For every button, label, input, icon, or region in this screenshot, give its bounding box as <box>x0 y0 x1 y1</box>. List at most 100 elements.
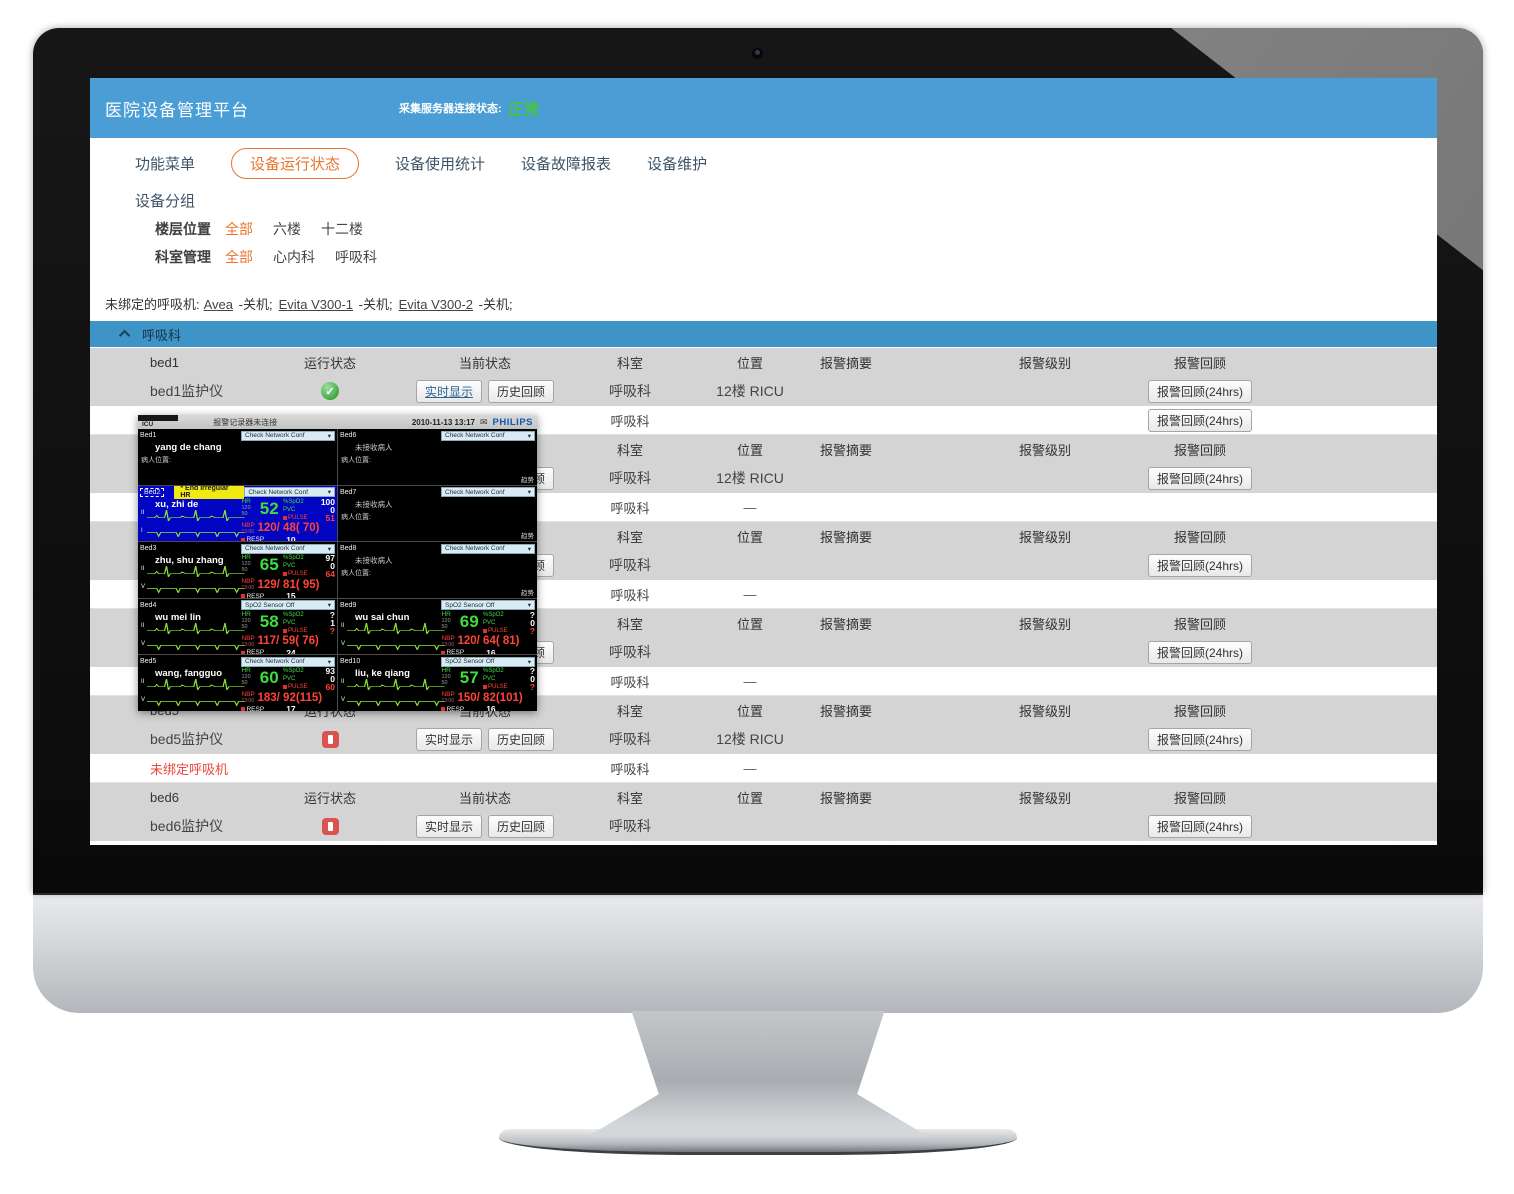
hr-low-limit: 50 <box>441 623 448 630</box>
filter-option[interactable]: 心内科 <box>273 249 315 265</box>
resp-row: RESP 16 <box>441 648 535 655</box>
lead-label: II <box>141 566 145 573</box>
column-header-pos: 位置 <box>736 703 763 719</box>
network-conf-dropdown[interactable]: Check Network Conf ▾ <box>441 487 535 498</box>
network-conf-dropdown[interactable]: SpO2 Sensor Off ▾ <box>441 656 535 667</box>
network-conf-dropdown[interactable]: Check Network Conf ▾ <box>241 656 335 667</box>
pvc-label: PVC <box>283 676 296 683</box>
resp-value: 10 <box>286 534 296 542</box>
pulse-label: PULSE <box>283 515 308 521</box>
ecg-waveform <box>147 566 245 578</box>
nbp-row: NBP 13:00 183/ 92(115) <box>241 691 335 704</box>
tile-bed-label: Bed3 <box>140 545 157 553</box>
vitals-panel: HR 120 50 58 %SpO2? PVC 1 PULSE? NBP 13:00 117/ 59… <box>241 610 335 655</box>
tab-device-fault-report[interactable]: 设备故障报表 <box>521 155 612 173</box>
lead-label: II <box>341 679 345 686</box>
hr-label-stack: HR 120 50 <box>441 611 455 635</box>
hr-row: HR 120 50 69 %SpO2? PVC 0 PULSE? <box>441 610 535 636</box>
spo2-value: 100 <box>320 496 335 507</box>
lead-label: V <box>141 584 146 591</box>
tile-bed-label: Bed5 <box>140 658 157 666</box>
monitor-stand <box>587 1011 929 1137</box>
hr-label-stack: HR 120 50 <box>241 611 255 635</box>
tab-device-usage-stats[interactable]: 设备使用统计 <box>395 155 486 173</box>
history-review-button[interactable]: 历史回顾 <box>488 379 555 403</box>
monitor-chin <box>33 893 1483 1013</box>
pulse-value: 51 <box>325 512 335 523</box>
tab-device-maintenance[interactable]: 设备维护 <box>647 155 708 173</box>
network-conf-dropdown[interactable]: Check Network Conf ▾ <box>441 430 535 441</box>
live-view-button[interactable]: 实时显示 <box>415 814 482 838</box>
filter-option[interactable]: 全部 <box>225 221 253 237</box>
ecg-waveform <box>147 701 245 707</box>
pulse-label: PULSE <box>283 628 308 634</box>
ventilator-link[interactable]: Evita V300-2 <box>398 297 474 312</box>
pulse-row: PULSE 51 <box>283 512 335 523</box>
patient-location-label: 病人位置: <box>341 457 371 464</box>
monitor-tile-bed1: Bed1 Check Network Conf ▾ yang de chang 病人位置… <box>138 429 337 485</box>
alarm-review-button[interactable]: 报警回顾(24hrs) <box>1147 379 1252 403</box>
alarm-review-button[interactable]: 报警回顾(24hrs) <box>1147 408 1252 432</box>
alarm-off-icon <box>283 572 287 577</box>
pulse-row: PULSE? <box>283 626 335 636</box>
unbound-ventilators-line: 未绑定的呼吸机: Avea -关机; Evita V300-1 -关机; Evita … <box>105 294 1437 312</box>
vitals-panel: HR 120 50 69 %SpO2? PVC 0 PULSE? NBP 13:00 120/ 64… <box>441 610 535 655</box>
filter-option[interactable]: 呼吸科 <box>335 249 377 265</box>
position-cell: — <box>743 673 757 689</box>
alarm-review-button[interactable]: 报警回顾(24hrs) <box>1147 727 1252 751</box>
dept-cell: 呼吸科 <box>610 761 650 777</box>
network-conf-dropdown[interactable]: Check Network Conf ▾ <box>244 487 335 498</box>
alarm-review-cell: 报警回顾(24hrs) <box>1110 727 1290 751</box>
alarm-review-button[interactable]: 报警回顾(24hrs) <box>1147 640 1252 664</box>
filter-option[interactable]: 全部 <box>225 249 253 265</box>
live-view-button[interactable]: 实时显示 <box>415 727 482 751</box>
tab-device-run-status[interactable]: 设备运行状态 <box>231 147 360 179</box>
alarm-review-button[interactable]: 报警回顾(24hrs) <box>1147 553 1252 577</box>
status-cell <box>260 817 400 835</box>
filter-label-floor: 楼层位置 <box>155 221 211 237</box>
dept-cell: 呼吸科 <box>609 644 651 660</box>
monitor-tile-bed5: Bed5 Check Network Conf ▾ wang, fangguo II V H… <box>138 655 337 711</box>
patient-location-label: 病人位置: <box>341 570 371 578</box>
tile-bed-label: Bed10 <box>340 658 361 666</box>
ventilator-link[interactable]: Avea <box>203 297 234 312</box>
hr-value: 52 <box>259 498 279 518</box>
device-row: bed6监护仪 实时显示 历史回顾 呼吸科 报警回顾(24hrs) <box>90 811 1437 841</box>
network-conf-dropdown[interactable]: Check Network Conf ▾ <box>241 430 335 441</box>
history-review-button[interactable]: 历史回顾 <box>488 814 555 838</box>
hr-value: 65 <box>259 555 279 575</box>
network-conf-dropdown[interactable]: SpO2 Sensor Off ▾ <box>441 600 535 611</box>
ventilator-row: 未绑定呼吸机呼吸科— <box>90 754 1437 783</box>
dept-cell: 呼吸科 <box>610 500 650 516</box>
filter-option[interactable]: 十二楼 <box>321 221 363 237</box>
column-header-summary: 报警摘要 <box>820 790 873 806</box>
nbp-time: 13:00 <box>241 585 254 592</box>
imac-frame: 医院设备管理平台 采集服务器连接状态: 正常 功能菜单 设备运行状态 设备使用统计设… <box>33 28 1483 1155</box>
spo2-row: %SpO2 97 <box>283 553 335 563</box>
bed-title: bed6 <box>150 789 179 805</box>
network-conf-dropdown[interactable]: SpO2 Sensor Off ▾ <box>241 600 335 611</box>
pvc-value: 0 <box>330 504 335 515</box>
section-respiratory-bar[interactable]: 呼吸科 <box>90 321 1437 347</box>
stop-glyph <box>327 734 333 744</box>
trend-label: 趋势 <box>521 476 534 484</box>
alarm-review-button[interactable]: 报警回顾(24hrs) <box>1147 814 1252 838</box>
hr-value: 69 <box>459 611 479 631</box>
tab-function-menu[interactable]: 功能菜单 <box>135 155 196 173</box>
patient-name: wang, fangguo <box>155 668 223 680</box>
ventilator-link[interactable]: Evita V300-1 <box>278 297 354 312</box>
pvc-row: PVC 0 <box>483 618 535 628</box>
network-conf-dropdown[interactable]: Check Network Conf ▾ <box>241 543 335 554</box>
history-review-button[interactable]: 历史回顾 <box>488 727 555 751</box>
alarm-review-cell: 报警回顾(24hrs) <box>1110 466 1290 490</box>
live-view-button[interactable]: 实时显示 <box>415 379 482 403</box>
resp-value: 16 <box>486 704 496 711</box>
filter-option[interactable]: 六楼 <box>273 221 301 237</box>
icu-label: ICU <box>142 420 154 428</box>
network-conf-dropdown[interactable]: Check Network Conf ▾ <box>441 543 535 554</box>
nbp-label-stack: NBP 13:00 <box>241 691 257 704</box>
monitor-tile-bed8: Bed8 Check Network Conf ▾ 未接收病人 病人位置: 趋势 <box>338 542 537 598</box>
pulse-value: 60 <box>325 682 335 693</box>
alarm-review-button[interactable]: 报警回顾(24hrs) <box>1147 466 1252 490</box>
